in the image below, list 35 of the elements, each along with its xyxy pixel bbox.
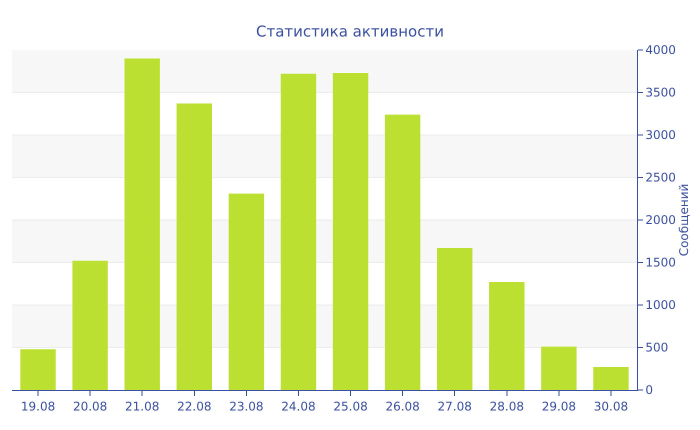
x-tick-label: 21.08 [125, 399, 160, 414]
x-tick-label: 29.08 [542, 399, 576, 414]
bar [176, 104, 212, 390]
bar [593, 367, 629, 390]
bar [228, 194, 264, 390]
bar [541, 346, 577, 390]
x-tick-label: 22.08 [177, 399, 212, 414]
bar [72, 260, 108, 390]
x-tick-label: 24.08 [281, 399, 316, 414]
bar [489, 282, 524, 390]
y-axis-title: Сообщений [676, 184, 691, 256]
y-tick-label: 2000 [645, 213, 676, 228]
y-tick-label: 2500 [645, 170, 676, 185]
y-tick-label: 1500 [645, 256, 676, 270]
bar [124, 58, 160, 390]
x-tick-label: 19.08 [20, 399, 56, 414]
y-tick-label: 3500 [645, 86, 676, 100]
x-tick-label: 26.08 [385, 399, 420, 414]
y-tick-label: 4000 [645, 43, 676, 58]
y-tick-label: 1000 [645, 298, 676, 312]
chart-title: Статистика активности [256, 22, 444, 40]
x-tick-label: 30.08 [594, 399, 628, 414]
y-tick-label: 500 [645, 340, 668, 355]
y-tick-label: 3000 [645, 128, 676, 142]
x-tick-label: 20.08 [72, 399, 108, 414]
y-tick-label: 0 [645, 383, 654, 398]
x-tick-label: 25.08 [333, 399, 368, 414]
bar [384, 114, 420, 390]
bar [20, 349, 56, 390]
x-tick-label: 28.08 [490, 399, 524, 414]
x-tick-label: 23.08 [229, 399, 264, 414]
bar [437, 248, 472, 390]
bar [332, 72, 368, 390]
bar [280, 74, 316, 390]
x-tick-label: 27.08 [438, 399, 472, 414]
